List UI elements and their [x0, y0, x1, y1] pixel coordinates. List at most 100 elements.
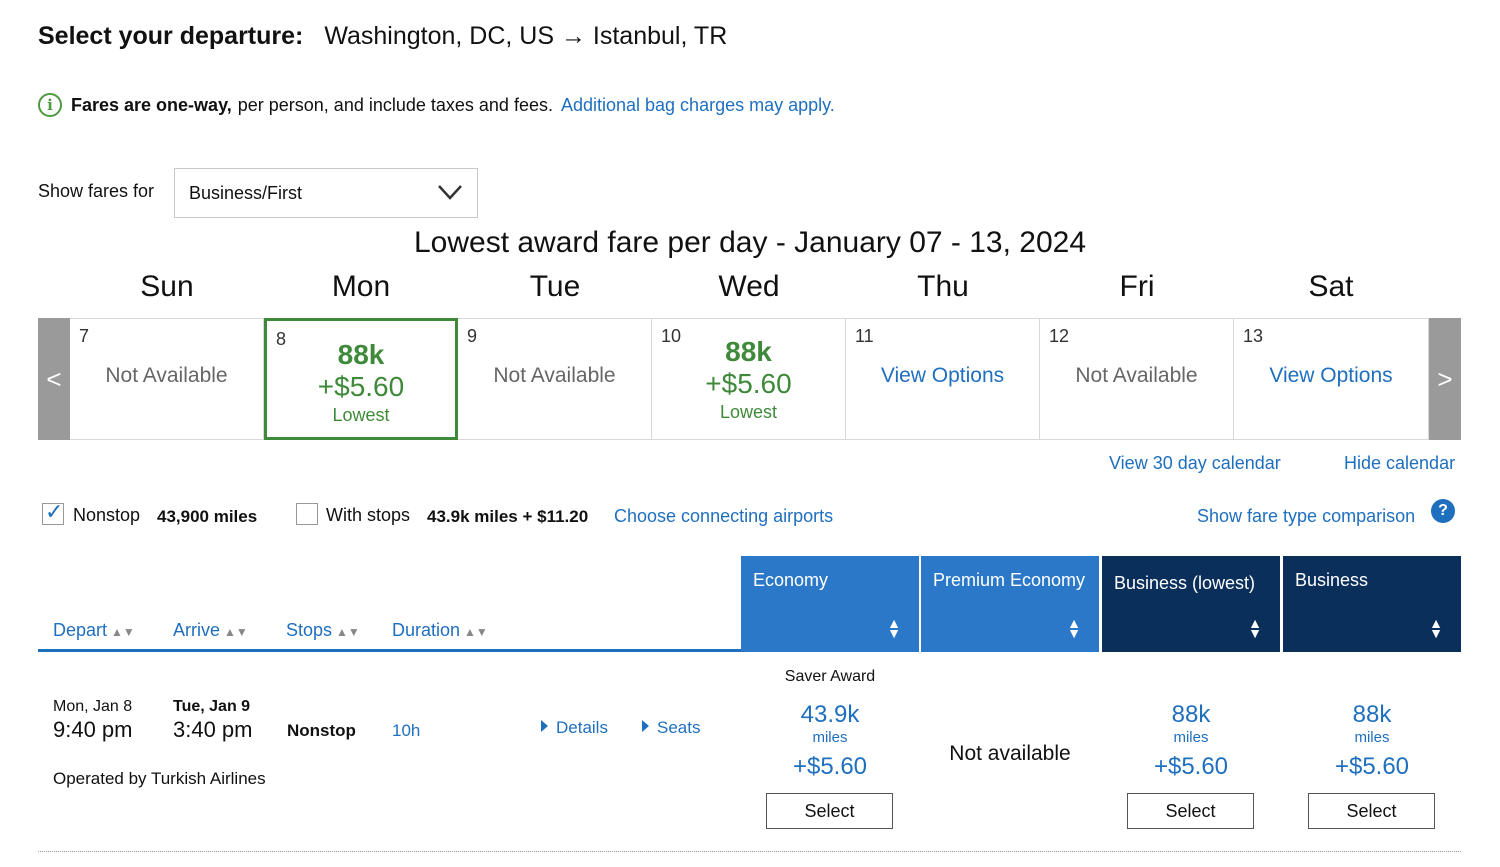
lowest-badge: Lowest — [332, 405, 390, 425]
chevron-down-icon — [438, 185, 462, 200]
show-fares-label: Show fares for — [38, 181, 155, 201]
select-economy-button[interactable]: Select — [766, 793, 893, 829]
notice-text: per person, and include taxes and fees. — [237, 94, 553, 115]
day-miles: 88k — [725, 336, 772, 367]
fare-comparison-link[interactable]: Show fare type comparison — [1197, 506, 1416, 526]
bag-charges-link[interactable]: Additional bag charges may apply. — [560, 94, 835, 115]
economy-miles: 43.9k — [800, 701, 860, 728]
depart-date: Mon, Jan 8 — [53, 698, 133, 715]
info-icon: i — [38, 93, 62, 117]
business-unit: miles — [1354, 729, 1390, 746]
with-stops-filter[interactable] — [296, 503, 318, 530]
day-name-tue: Tue — [529, 270, 581, 303]
sort-arrive[interactable]: Arrive ▲▼ — [173, 620, 248, 641]
chevron-right-icon: > — [1437, 363, 1453, 394]
day-name-fri: Fri — [1119, 270, 1155, 303]
sort-icon: ▲▼ — [464, 625, 488, 639]
day-number: 11 — [855, 326, 874, 346]
column-economy[interactable]: Economy ▲ ▼ — [741, 556, 919, 652]
sort-stops[interactable]: Stops ▲▼ — [286, 620, 360, 641]
nonstop-filter[interactable] — [42, 500, 64, 530]
seats-label: Seats — [657, 718, 701, 737]
stops-value: Nonstop — [287, 721, 356, 740]
with-stops-label: With stops — [326, 505, 411, 525]
with-stops-checkbox[interactable] — [296, 503, 318, 525]
fare-class-value: Business/First — [189, 182, 303, 203]
help-icon[interactable]: ? — [1431, 499, 1455, 523]
connecting-airports-link[interactable]: Choose connecting airports — [614, 506, 834, 526]
column-economy-label: Economy — [753, 570, 829, 590]
lowest-badge: Lowest — [719, 402, 778, 422]
calendar-day-8[interactable]: 8 88k +$5.60 Lowest — [264, 318, 458, 440]
day-number: 13 — [1243, 326, 1264, 346]
select-business-button[interactable]: Select — [1308, 793, 1435, 829]
calendar-day-13[interactable]: 13 View Options — [1234, 318, 1429, 440]
caret-right-icon — [642, 720, 649, 732]
day-status: Not Available — [1075, 364, 1198, 387]
sort-icon: ▲▼ — [336, 625, 360, 639]
hide-calendar-link[interactable]: Hide calendar — [1344, 453, 1456, 473]
sort-icon: ▲▼ — [1067, 615, 1081, 641]
nonstop-label: Nonstop — [73, 505, 141, 525]
fare-calendar — [38, 318, 1461, 440]
calendar-day-7: 7 Not Available — [70, 318, 264, 440]
calendar-next-button[interactable]: > — [1429, 318, 1461, 440]
page-title: Select your departure: Washington, DC, U… — [38, 22, 727, 51]
day-tax: +$5.60 — [705, 368, 792, 399]
title-label: Select your departure: — [38, 22, 304, 50]
sort-depart[interactable]: Depart ▲▼ — [53, 620, 135, 641]
arrive-date: Tue, Jan 9 — [173, 698, 251, 715]
day-number: 9 — [467, 326, 478, 346]
day-number: 7 — [79, 326, 90, 346]
calendar-day-12: 12 Not Available — [1040, 318, 1234, 440]
view-30-day-link[interactable]: View 30 day calendar — [1109, 453, 1281, 473]
saver-award-label: Saver Award — [784, 668, 876, 685]
day-status: Not Available — [105, 364, 228, 387]
day-number: 8 — [276, 329, 287, 349]
day-number: 10 — [661, 326, 682, 346]
view-options-link[interactable]: View Options — [1269, 364, 1393, 387]
business-tax: +$5.60 — [1334, 753, 1410, 780]
seats-link[interactable]: Seats — [642, 718, 700, 738]
calendar-prev-button[interactable]: < — [38, 318, 70, 440]
column-premium-label: Premium Economy — [933, 570, 1086, 590]
day-name-sat: Sat — [1308, 270, 1354, 303]
business-lowest-tax: +$5.60 — [1153, 753, 1229, 780]
arrive-time: 3:40 pm — [173, 717, 253, 742]
details-link[interactable]: Details — [541, 718, 608, 738]
notice-bold: Fares are one-way, — [71, 94, 232, 115]
with-stops-price: 43.9k miles + $11.20 — [427, 507, 589, 526]
depart-time: 9:40 pm — [53, 717, 133, 742]
day-name-sun: Sun — [140, 270, 194, 303]
details-label: Details — [556, 718, 608, 737]
sort-duration[interactable]: Duration ▲▼ — [392, 620, 488, 641]
caret-right-icon — [541, 720, 548, 732]
column-premium-economy[interactable]: Premium Economy ▲ ▼ — [921, 556, 1099, 652]
fare-class-dropdown[interactable]: Business/First — [174, 168, 478, 218]
nonstop-miles: 43,900 miles — [157, 507, 258, 526]
calendar-day-9: 9 Not Available — [458, 318, 652, 440]
economy-tax: +$5.60 — [792, 753, 868, 780]
column-business[interactable]: Business ▲ ▼ — [1283, 556, 1461, 652]
nonstop-checkbox[interactable] — [42, 500, 64, 525]
day-status: Not Available — [493, 364, 616, 387]
calendar-day-10[interactable]: 10 88k +$5.60 Lowest — [652, 318, 846, 440]
operator-text: Operated by Turkish Airlines — [53, 769, 266, 788]
column-business-lowest[interactable]: Business (lowest) ▲ ▼ — [1102, 556, 1280, 652]
calendar-day-11[interactable]: 11 View Options — [846, 318, 1040, 440]
duration-value[interactable]: 10h — [392, 721, 421, 740]
day-tax: +$5.60 — [317, 371, 405, 402]
sort-depart-label: Depart — [53, 620, 108, 640]
business-miles: 88k — [1352, 701, 1392, 728]
row-divider — [38, 851, 1461, 852]
calendar-title: Lowest award fare per day - January 07 -… — [413, 226, 1087, 259]
day-name-mon: Mon — [331, 270, 391, 303]
day-number: 12 — [1049, 326, 1070, 346]
sort-duration-label: Duration — [392, 620, 461, 640]
sort-stops-label: Stops — [286, 620, 333, 640]
sort-icon: ▲▼ — [887, 615, 901, 641]
day-name-wed: Wed — [718, 270, 780, 303]
select-business-lowest-button[interactable]: Select — [1127, 793, 1254, 829]
route-text: Washington, DC, US → Istanbul, TR — [324, 22, 728, 50]
view-options-link[interactable]: View Options — [880, 364, 1005, 387]
